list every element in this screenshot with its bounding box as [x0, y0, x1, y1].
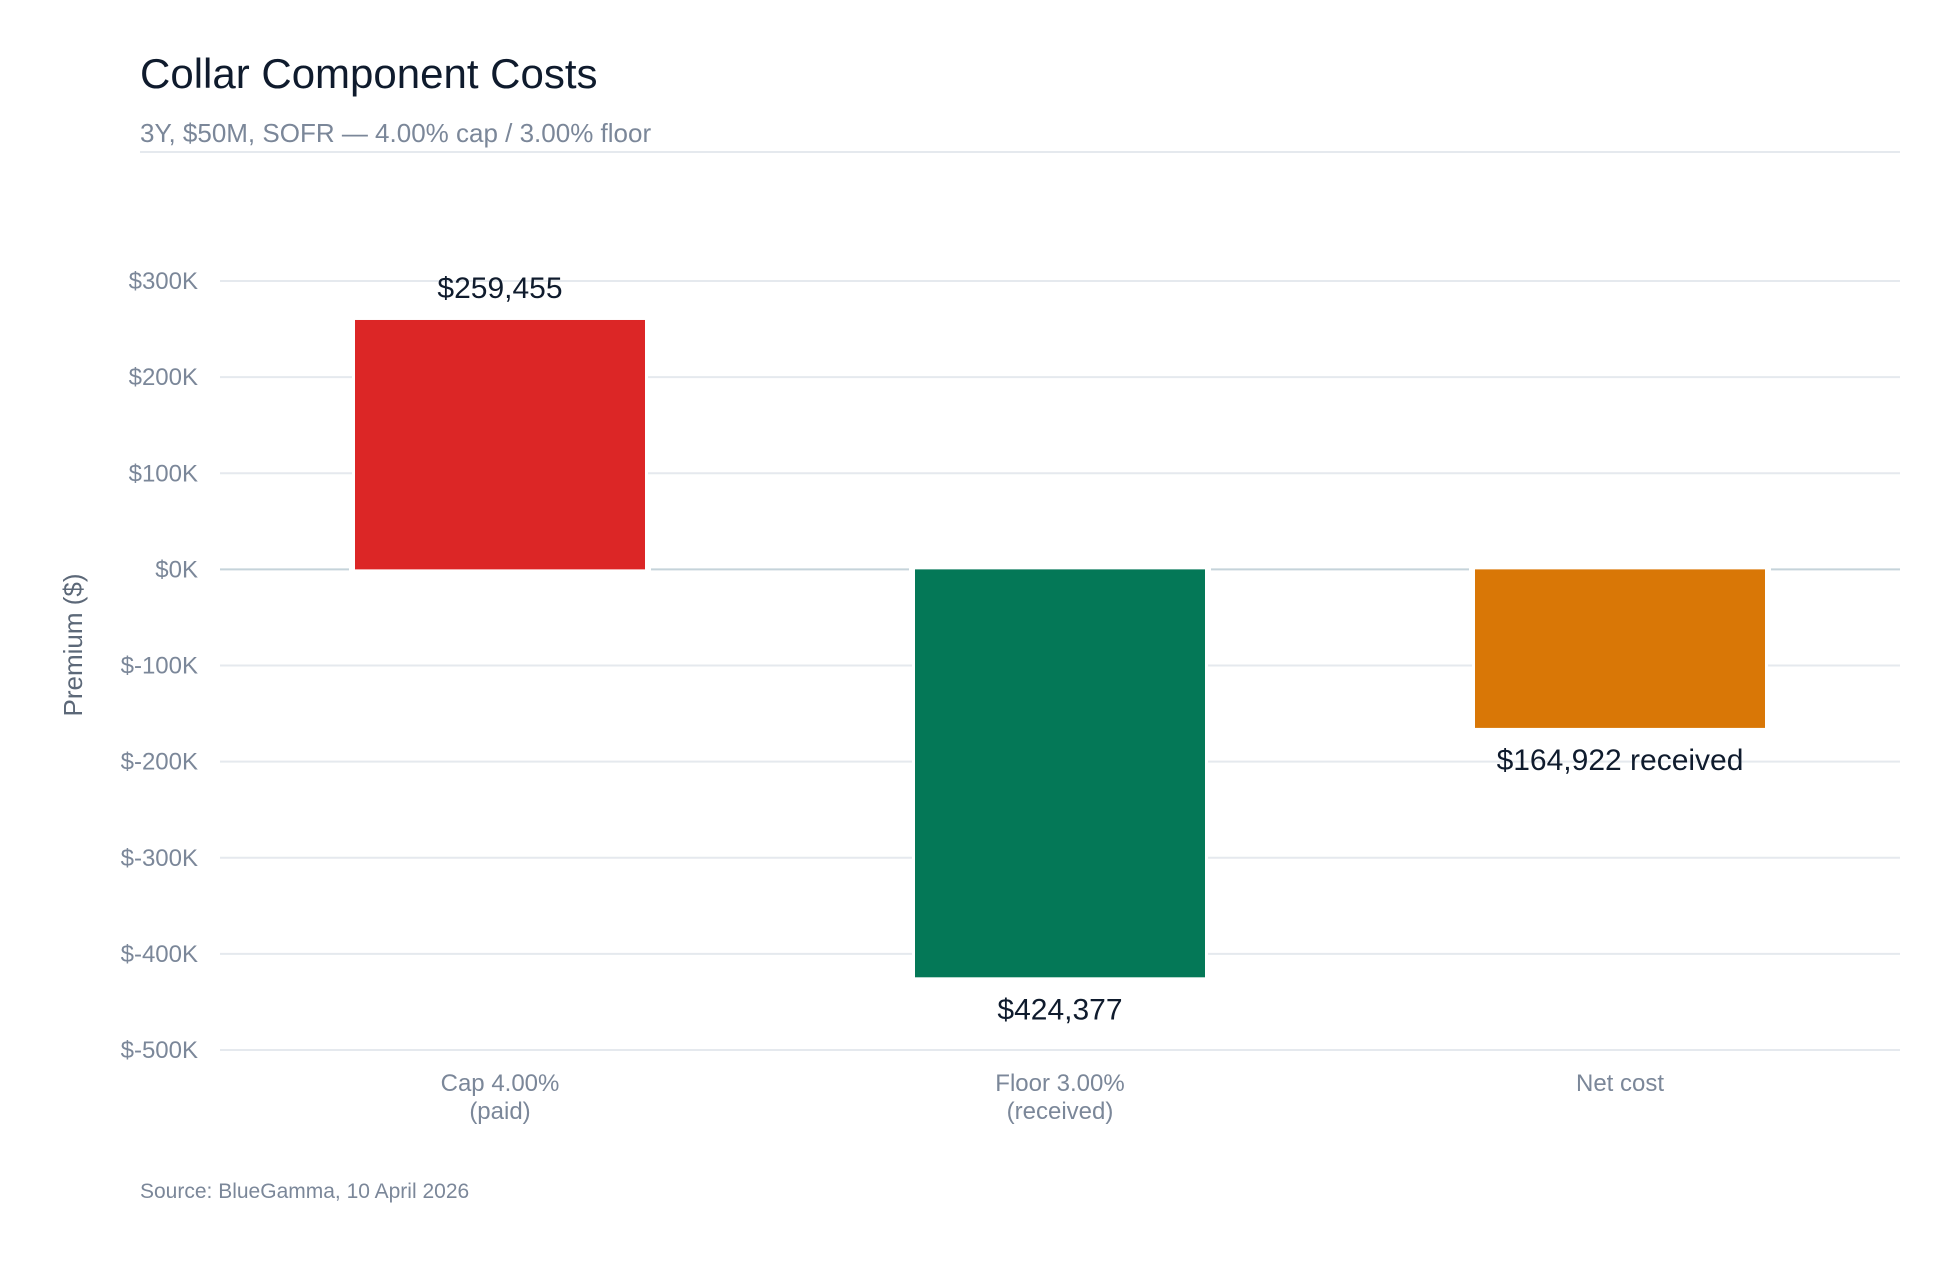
y-tick-label: $-300K — [121, 845, 198, 872]
x-category-label: Net cost — [1576, 1070, 1664, 1097]
chart-title: Collar Component Costs — [140, 50, 598, 97]
y-tick-label: $100K — [129, 460, 198, 487]
x-category-label: (received) — [1007, 1098, 1114, 1125]
y-tick-label: $-500K — [121, 1037, 198, 1064]
bar — [912, 566, 1208, 981]
y-tick-label: $200K — [129, 364, 198, 391]
bar-value-label: $424,377 — [997, 993, 1122, 1026]
header-divider — [140, 151, 1900, 153]
chart-subtitle: 3Y, $50M, SOFR — 4.00% cap / 3.00% floor — [140, 118, 652, 148]
x-axis-categories: Cap 4.00%(paid) Floor 3.00%(received) Net … — [441, 1070, 1665, 1125]
x-category-label: Cap 4.00% — [441, 1070, 560, 1097]
bar-value-label: $259,455 — [437, 272, 562, 305]
source-note: Source: BlueGamma, 10 April 2026 — [140, 1180, 470, 1203]
bar-value-label: $164,922 received — [1497, 744, 1744, 777]
y-tick-label: $0K — [155, 556, 198, 583]
data-labels: $259,455 $424,377 $164,922 received — [437, 272, 1743, 1026]
y-tick-label: $-400K — [121, 941, 198, 968]
bar — [1472, 566, 1768, 731]
bars — [352, 316, 1768, 981]
y-tick-label: $-200K — [121, 749, 198, 776]
y-tick-label: $300K — [129, 268, 198, 295]
x-category-label: (paid) — [469, 1098, 530, 1125]
y-tick-label: $-100K — [121, 653, 198, 680]
y-axis-title: Premium ($) — [58, 573, 88, 716]
y-axis-ticks: $300K $200K $100K $0K $-100K $-200K $-300K $-40… — [121, 268, 198, 1064]
x-category-label: Floor 3.00% — [995, 1070, 1124, 1097]
bar — [352, 316, 648, 573]
